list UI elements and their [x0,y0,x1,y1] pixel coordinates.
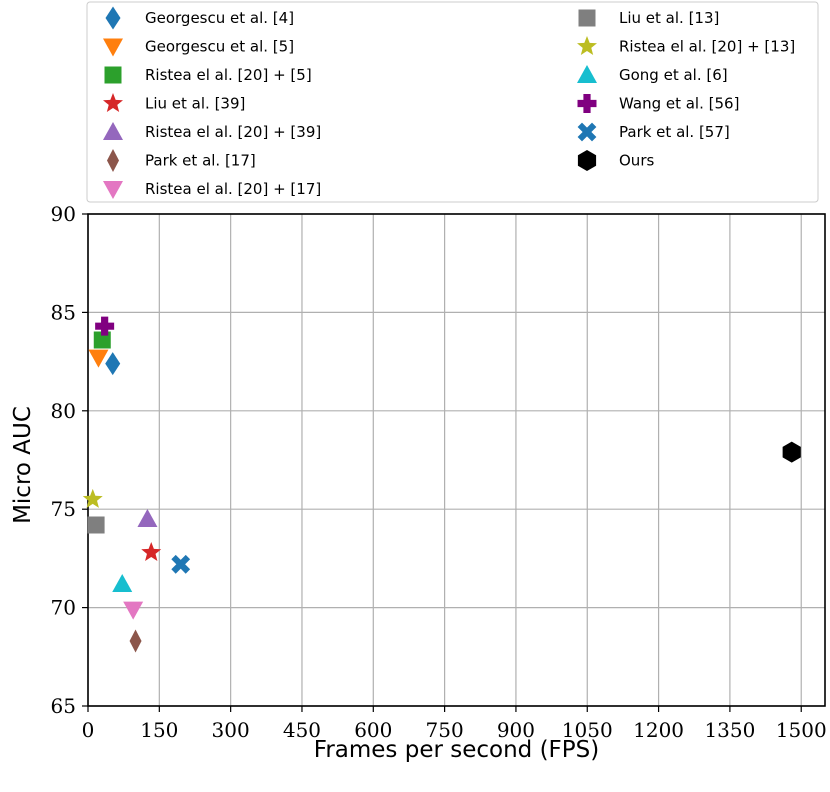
data-point [82,488,103,508]
data-point [123,601,144,620]
y-tick-label: 70 [51,596,76,620]
grid-lines [87,213,825,707]
legend-item: Gong et al. [6] [577,65,728,84]
legend-item: Liu et al. [13] [578,9,719,27]
legend-label: Ristea el al. [20] + [5] [145,66,312,84]
y-tick-label: 65 [51,694,76,718]
x-tick-label: 0 [82,718,95,742]
legend-marker [577,65,597,83]
legend-marker [577,150,597,171]
legend-item: Ours [577,150,654,171]
x-tick-label: 1500 [776,718,827,742]
y-tick-label: 90 [51,202,76,226]
legend-item: Ristea el al. [20] + [39] [103,122,321,141]
legend-item: Park et al. [17] [107,149,256,172]
legend-label: Georgescu et al. [5] [145,38,294,56]
x-tick-label: 750 [426,718,464,742]
legend: Georgescu et al. [4] Georgescu et al. [5]… [86,1,819,203]
legend-marker [103,38,123,57]
axis-ticks: 0 150 300 450 600 750 900 1050 1200 1350 1500 65 70 7… [51,202,827,742]
legend-item: Georgescu et al. [4] [105,6,294,30]
legend-box [86,1,819,203]
legend-marker [103,93,123,112]
data-point [95,316,115,336]
legend-marker [104,66,122,84]
legend-label: Wang et al. [56] [619,95,739,113]
y-tick-label: 80 [51,399,76,423]
data-point [112,573,133,592]
legend-item: Park et al. [57] [577,122,730,142]
data-point [88,349,109,368]
legend-item: Ristea el al. [20] + [13] [577,36,795,56]
plot-area-frame [87,213,826,707]
legend-label: Georgescu et al. [4] [145,9,294,27]
x-tick-label: 150 [140,718,178,742]
legend-label: Liu et al. [13] [619,9,719,27]
data-point [87,516,105,534]
legend-label: Gong et al. [6] [619,66,728,84]
data-point [141,542,162,561]
x-tick-label: 300 [212,718,250,742]
data-point [93,331,111,349]
x-tick-label: 600 [354,718,392,742]
x-tick-label: 1050 [562,718,613,742]
legend-marker [578,9,596,27]
y-axis-label: Micro AUC [10,406,36,524]
y-tick-label: 85 [51,300,76,324]
data-point [171,554,191,574]
x-tick-label: 900 [497,718,535,742]
legend-item: Georgescu et al. [5] [103,38,294,57]
x-tick-label: 450 [283,718,321,742]
y-tick-label: 75 [51,497,76,521]
data-point [137,509,158,528]
data-points [82,316,801,653]
legend-item: Liu et al. [39] [103,93,245,113]
x-tick-label: 1350 [704,718,755,742]
x-tick-label: 1200 [633,718,684,742]
legend-label: Ristea el al. [20] + [13] [619,38,795,56]
legend-marker [577,94,597,113]
legend-marker [107,149,119,172]
legend-marker [577,36,597,55]
legend-marker [105,6,121,30]
data-point [105,352,121,376]
legend-label: Ristea el al. [20] + [39] [145,123,321,141]
legend-marker [103,181,123,199]
data-point [129,629,142,653]
legend-item: Ristea el al. [20] + [5] [104,66,312,84]
legend-item: Wang et al. [56] [577,94,739,113]
legend-item: Ristea el al. [20] + [17] [103,180,321,199]
legend-label: Ristea el al. [20] + [17] [145,180,321,198]
legend-marker [103,122,123,140]
legend-label: Ours [619,152,654,170]
x-axis-label: Frames per second (FPS) [314,737,599,763]
data-point [782,441,801,463]
legend-label: Park et al. [17] [145,152,256,170]
legend-label: Liu et al. [39] [145,95,245,113]
legend-marker [577,122,597,142]
legend-label: Park et al. [57] [619,123,730,141]
